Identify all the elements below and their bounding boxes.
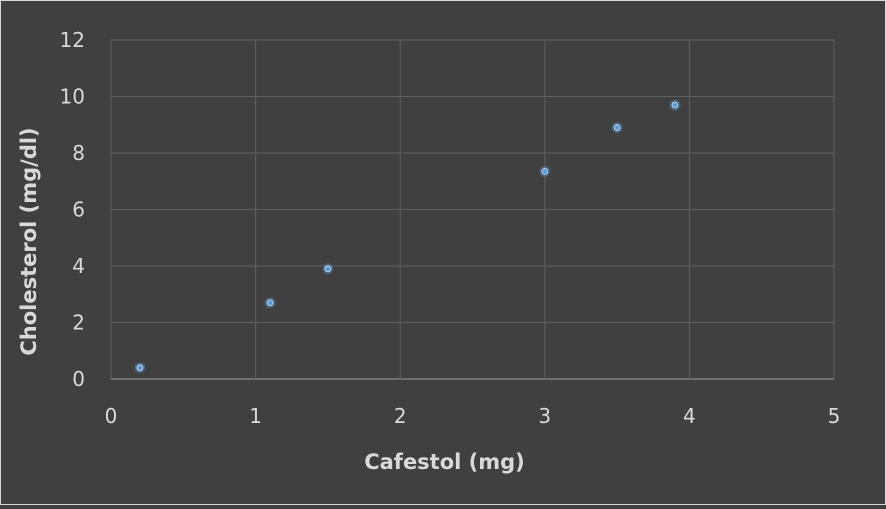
data-point-marker: [671, 101, 679, 109]
data-point-marker: [613, 124, 621, 131]
x-tick-label: 3: [538, 404, 551, 428]
data-point: [134, 362, 146, 374]
x-tick-label: 4: [683, 404, 696, 428]
data-point-marker: [324, 265, 332, 273]
x-tick-labels: 0 1 2 3 4 5: [105, 404, 841, 428]
y-tick-label: 12: [60, 28, 85, 52]
y-tick-label: 0: [72, 367, 85, 391]
x-tick-label: 0: [105, 404, 118, 428]
y-tick-label: 8: [72, 141, 85, 165]
y-tick-label: 10: [60, 85, 85, 109]
x-tick-label: 2: [394, 404, 407, 428]
data-point: [669, 99, 681, 111]
y-tick-labels: 0 2 4 6 8 10 12: [60, 28, 85, 391]
y-axis-title: Cholesterol (mg/dl): [17, 127, 41, 355]
gridlines: [110, 39, 835, 380]
data-point: [539, 165, 551, 177]
y-tick-label: 6: [72, 198, 85, 222]
x-tick-label: 1: [249, 404, 262, 428]
x-tick-label: 5: [828, 404, 841, 428]
data-point: [611, 122, 623, 134]
data-point: [264, 297, 276, 309]
y-tick-label: 2: [72, 311, 85, 335]
data-point: [322, 263, 334, 275]
data-point-marker: [266, 299, 274, 307]
data-points: [134, 99, 681, 374]
y-tick-label: 4: [72, 254, 85, 278]
data-point-marker: [136, 364, 144, 372]
data-point-marker: [541, 167, 549, 175]
x-axis-title: Cafestol (mg): [364, 450, 525, 474]
